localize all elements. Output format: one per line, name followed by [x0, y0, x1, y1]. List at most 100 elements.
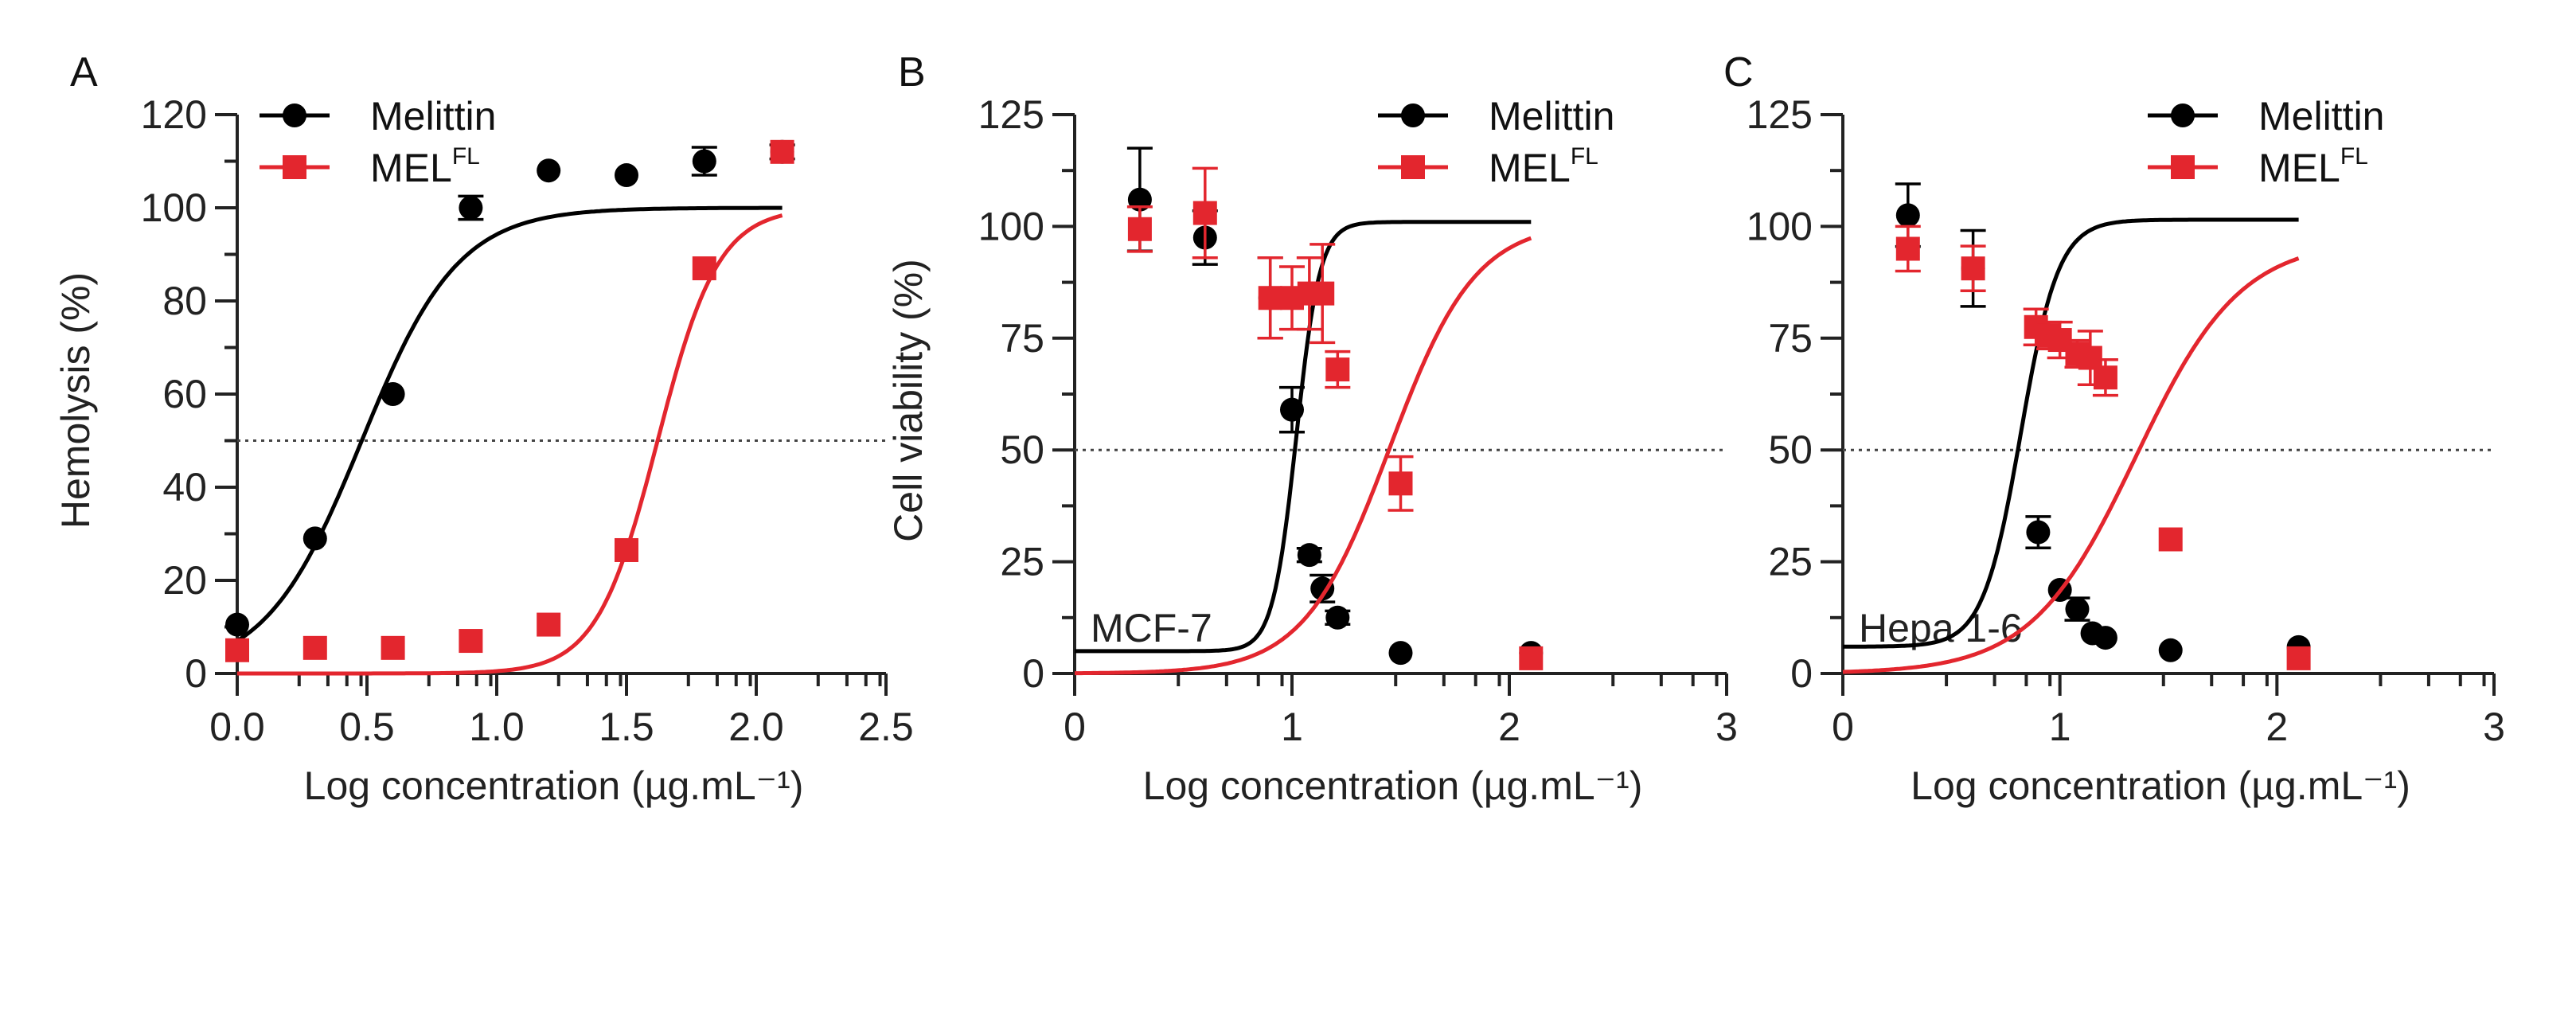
y-tick-label: 80: [162, 279, 207, 323]
data-point: [1325, 605, 1350, 630]
data-point: [615, 537, 638, 562]
data-point: [692, 149, 716, 174]
legend-marker-melfl: [283, 155, 306, 179]
data-point: [2065, 597, 2090, 622]
y-tick-label: 125: [978, 92, 1044, 137]
data-point: [1895, 236, 1920, 261]
fit-curve: [1075, 236, 1532, 676]
data-point: [381, 635, 405, 660]
series-melfl: [1075, 166, 1544, 676]
y-axis-title: Hemolysis (%): [53, 272, 98, 529]
panel-b: B 0 25 50 75 100 125 0 1 2 3 Log concentration (µg.…: [886, 49, 1738, 808]
y-tick-label: 50: [1000, 428, 1044, 472]
data-point: [1325, 357, 1350, 382]
legend-marker-melittin: [2171, 103, 2195, 127]
data-point: [2093, 626, 2117, 650]
panel-letter: A: [70, 49, 98, 96]
data-point: [1519, 646, 1544, 670]
data-point: [225, 612, 249, 637]
data-point: [1961, 256, 1985, 281]
series-melfl: [225, 139, 794, 676]
cell-line-label: MCF-7: [1091, 606, 1212, 650]
x-tick-label: 0.0: [209, 705, 265, 749]
x-tick-label: 1.5: [599, 705, 654, 749]
panel-a: A 0 20 40 60 80 100 120 0.0 0.5 1.0 1.5 2.0 2.5 Log co…: [53, 49, 914, 808]
x-tick-label: 0: [1832, 705, 1854, 749]
fit-curve: [1842, 256, 2300, 674]
data-point: [2158, 527, 2183, 552]
legend-marker-melittin: [1401, 103, 1425, 127]
y-tick-label: 40: [162, 465, 207, 510]
data-point: [692, 256, 716, 281]
x-tick-label: 1.0: [469, 705, 525, 749]
data-point: [1258, 286, 1282, 310]
y-tick-label: 50: [1768, 428, 1813, 472]
data-point: [225, 638, 249, 662]
data-point: [1297, 543, 1321, 568]
legend-label-melittin: Melittin: [370, 94, 496, 139]
data-point: [1192, 201, 1217, 225]
x-tick-label: 1: [2049, 705, 2071, 749]
data-point: [1280, 397, 1304, 422]
data-point: [2026, 520, 2051, 545]
x-tick-label: 0.5: [339, 705, 395, 749]
y-tick-label: 120: [141, 92, 207, 137]
y-tick-label: 0: [1790, 651, 1813, 696]
legend-label-melittin: Melittin: [2258, 94, 2384, 139]
data-point: [459, 196, 483, 220]
legend-marker-melfl: [1401, 155, 1425, 179]
data-point: [459, 629, 483, 654]
legend-label-melittin: Melittin: [1489, 94, 1614, 139]
x-tick-label: 0: [1064, 705, 1086, 749]
data-point: [381, 382, 405, 406]
x-tick-label: 2: [2266, 705, 2288, 749]
x-tick-label: 3: [2483, 705, 2505, 749]
cell-line-label: Hepa 1-6: [1859, 606, 2023, 650]
data-point: [1388, 641, 1413, 666]
y-axis-title: Cell viability (%): [886, 259, 931, 542]
legend-label-melfl-superscript: FL: [2340, 143, 2368, 170]
y-tick-label: 100: [978, 204, 1044, 248]
legend-label-melfl-base: MEL: [1489, 146, 1571, 190]
data-point: [302, 526, 327, 551]
legend-label-melfl-base: MEL: [370, 146, 452, 190]
panel-letter: B: [898, 49, 926, 96]
y-tick-label: 25: [1000, 540, 1044, 584]
legend-label-melfl: MELFL: [2258, 143, 2368, 190]
legend-marker-melittin: [283, 103, 306, 127]
data-point: [537, 612, 561, 637]
legend-label-melfl: MELFL: [1489, 143, 1598, 190]
fit-curve: [1075, 220, 1532, 654]
legend-marker-melfl: [2171, 155, 2195, 179]
data-point: [1310, 281, 1335, 306]
data-point: [2286, 646, 2311, 670]
data-point: [2158, 638, 2183, 662]
y-tick-label: 0: [1022, 651, 1044, 696]
y-tick-label: 75: [1000, 316, 1044, 361]
data-point: [615, 163, 638, 188]
y-tick-label: 75: [1768, 316, 1813, 361]
y-tick-label: 125: [1747, 92, 1813, 137]
x-tick-label: 2.5: [858, 705, 914, 749]
data-point: [1127, 217, 1152, 241]
fit-curve: [237, 213, 783, 676]
x-axis-title: Log concentration (µg.mL⁻¹): [1143, 763, 1643, 808]
x-axis-title: Log concentration (µg.mL⁻¹): [1911, 763, 2410, 808]
data-point: [302, 635, 327, 660]
x-tick-label: 3: [1715, 705, 1738, 749]
fit-curve: [236, 205, 783, 643]
y-tick-label: 20: [162, 558, 207, 603]
data-point: [770, 139, 794, 164]
y-tick-label: 100: [1747, 204, 1813, 248]
panel-c: C 0 25 50 75 100 125 0 1 2 3 Log concentration (µg.…: [1723, 49, 2505, 808]
data-point: [1388, 471, 1413, 496]
y-tick-label: 25: [1768, 540, 1813, 584]
x-axis-title: Log concentration (µg.mL⁻¹): [304, 763, 804, 808]
series-melfl: [1842, 225, 2311, 674]
legend-label-melfl-superscript: FL: [1571, 143, 1598, 170]
legend-label-melfl: MELFL: [370, 143, 480, 190]
y-tick-label: 100: [141, 185, 207, 230]
